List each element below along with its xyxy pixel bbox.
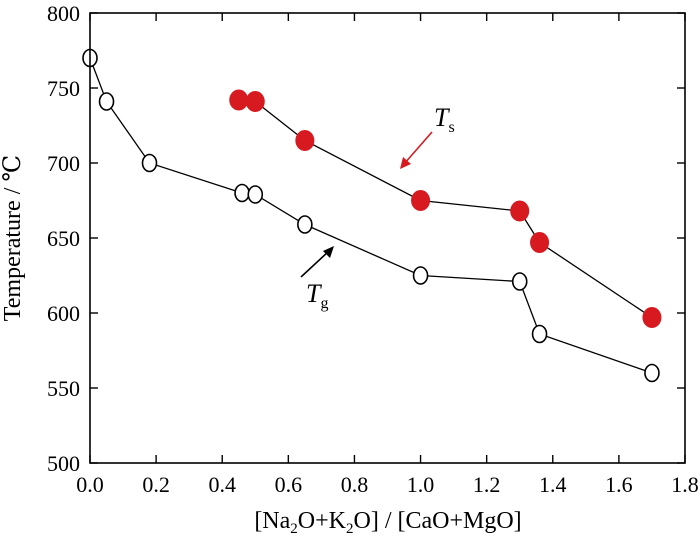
data-point-s (245, 91, 265, 112)
series-markers (82, 48, 662, 383)
tg-label-sub: g (320, 295, 328, 312)
tg-arrow (300, 246, 334, 278)
y-axis-label: Temperature / ℃ (0, 155, 26, 321)
data-point-g (531, 324, 548, 344)
x-tick-label: 0.0 (76, 472, 104, 497)
y-tick-label: 500 (47, 451, 80, 476)
axis-ticks: 0.0 0.2 0.4 0.6 0.8 1.0 1.2 1.4 1.6 1.8 500 550 600 6… (47, 1, 699, 497)
data-point-g (141, 153, 158, 173)
x-label-part-2: O+K (298, 508, 347, 534)
y-tick-label: 550 (47, 376, 80, 401)
plot-frame (89, 12, 686, 464)
x-tick-label: 1.4 (539, 472, 567, 497)
x-tick-label: 1.8 (671, 472, 699, 497)
ts-label-sub: s (448, 119, 454, 136)
x-label-sub-1: 2 (290, 521, 298, 537)
y-tick-label: 800 (47, 1, 80, 26)
y-tick-label: 750 (47, 76, 80, 101)
data-point-s (530, 232, 550, 253)
x-label-part-3: O] / [CaO+MgO] (354, 508, 522, 534)
x-tick-label: 0.6 (275, 472, 303, 497)
data-point-g (644, 363, 660, 383)
data-point-s (642, 307, 662, 328)
x-tick-label: 0.2 (142, 472, 170, 497)
data-point-g (297, 215, 313, 234)
x-tick-label: 0.4 (208, 472, 236, 497)
x-tick-label: 0.8 (341, 472, 369, 497)
data-point-g (234, 183, 250, 203)
data-point-g (98, 92, 115, 111)
x-label-sub-2: 2 (346, 521, 354, 537)
x-tick-label: 1.6 (605, 472, 633, 497)
series-lines (89, 57, 653, 374)
tg-label-main: T (306, 279, 322, 308)
y-tick-label: 700 (47, 151, 80, 176)
x-label-part-1: [Na (254, 508, 290, 534)
data-point-s (510, 200, 530, 222)
tg-series-label: Tg (306, 279, 328, 312)
x-tick-label: 1.0 (407, 472, 435, 497)
ts-series-label: Ts (434, 103, 455, 136)
data-point-s (295, 130, 315, 151)
data-point-g (247, 185, 264, 204)
data-point-s (411, 190, 431, 211)
y-tick-label: 600 (47, 301, 80, 326)
x-axis-label: [Na2O+K2O] / [CaO+MgO] (254, 508, 521, 537)
series-line-g (89, 57, 653, 374)
data-point-s (229, 89, 249, 111)
ts-label-main: T (434, 103, 450, 132)
x-tick-label: 1.2 (473, 472, 501, 497)
data-point-g (412, 266, 429, 285)
data-point-g (511, 272, 528, 291)
ts-arrow (400, 131, 433, 169)
y-tick-label: 650 (47, 226, 80, 251)
